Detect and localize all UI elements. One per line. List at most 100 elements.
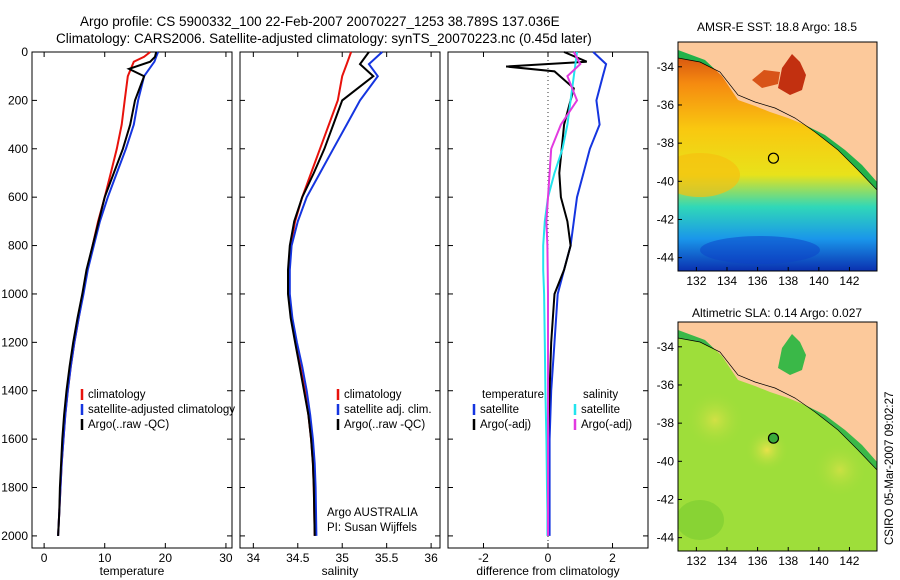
y-tick-label: 0 — [21, 45, 28, 59]
sst-cold-patch — [700, 236, 820, 264]
map-y-tick-label: -40 — [657, 174, 675, 188]
map-x-tick-label: 142 — [839, 274, 859, 288]
sla-patch-b — [812, 442, 868, 498]
x-axis-label: salinity — [322, 564, 359, 578]
map-y-tick-label: -34 — [657, 340, 675, 354]
sst-map: AMSR-E SST: 18.8 Argo: 18.5 132 134 136 138… — [657, 20, 878, 288]
credit-agency: Argo AUSTRALIA — [327, 507, 418, 519]
map-x-tick-label: 138 — [778, 274, 798, 288]
legend-label: climatology — [88, 389, 146, 401]
header-line1: Argo profile: CS 5900332_100 22-Feb-2007… — [80, 14, 560, 29]
series-line-3 — [287, 51, 375, 536]
y-tick-label: 400 — [8, 142, 28, 156]
x-tick-label: 0 — [545, 551, 552, 565]
legend-label: salinity — [583, 389, 618, 401]
x-tick-label: 2 — [609, 551, 616, 565]
sla-land — [678, 322, 877, 462]
map-x-tick-label: 140 — [809, 554, 829, 568]
x-axis-label: difference from climatology — [476, 564, 619, 578]
sst-map-title: AMSR-E SST: 18.8 Argo: 18.5 — [697, 20, 857, 34]
sla-map-frame — [677, 321, 878, 552]
credit-side: CSIRO 05-Mar-2007 09:02:27 — [884, 392, 896, 545]
sla-float-marker — [767, 432, 780, 444]
y-tick-label: 200 — [8, 93, 28, 107]
credit-block: Argo AUSTRALIA PI: Susan Wijffels — [327, 507, 418, 534]
map-y-tick-label: -44 — [657, 531, 675, 545]
map-y-tick-label: -38 — [657, 416, 675, 430]
map-y-tick-label: -36 — [657, 378, 675, 392]
header-line2: Climatology: CARS2006. Satellite-adjuste… — [56, 31, 592, 46]
map-x-tick-label: 136 — [748, 554, 768, 568]
sla-map-title: Altimetric SLA: 0.14 Argo: 0.027 — [692, 306, 862, 320]
map-x-tick-label: 142 — [839, 554, 859, 568]
legend-label: satellite adj. clim. — [344, 404, 432, 416]
y-tick-label: 600 — [8, 190, 28, 204]
x-tick-label: 34.5 — [286, 551, 310, 565]
sla-patch-a — [685, 390, 745, 450]
x-tick-label: 35.5 — [375, 551, 399, 565]
sla-gulf — [778, 334, 806, 375]
map-y-tick-label: -36 — [657, 98, 675, 112]
map-x-tick-label: 136 — [748, 274, 768, 288]
sst-float-marker — [767, 152, 780, 164]
x-tick-label: 10 — [98, 551, 112, 565]
y-tick-label: 1200 — [1, 335, 28, 349]
x-tick-label: 20 — [159, 551, 173, 565]
profile-panels: 0 10 20 30temperature0200400600800100012001… — [1, 45, 649, 578]
panel-frame — [239, 51, 441, 549]
sst-shelf-contour — [678, 42, 877, 191]
sst-gulf-warm — [778, 54, 806, 95]
y-tick-label: 1800 — [1, 481, 28, 495]
sst-gulf-warm-2 — [752, 70, 780, 88]
legend-label: satellite — [581, 404, 620, 416]
map-y-tick-label: -34 — [657, 60, 675, 74]
y-tick-label: 800 — [8, 239, 28, 253]
sst-map-frame — [677, 41, 878, 272]
map-x-tick-label: 132 — [686, 554, 706, 568]
legend-label: satellite-adjusted climatology — [88, 404, 235, 416]
map-y-tick-label: -40 — [657, 454, 675, 468]
y-tick-label: 1600 — [1, 432, 28, 446]
sst-land — [678, 42, 877, 182]
series-line-4 — [545, 51, 582, 536]
map-x-tick-label: 134 — [717, 554, 737, 568]
profile-panel-2: 34 34.5 35 35.5 36 salinity climatology satelli… — [239, 51, 441, 578]
map-x-tick-label: 132 — [686, 274, 706, 288]
map-y-tick-label: -38 — [657, 136, 675, 150]
x-axis-label: temperature — [100, 564, 165, 578]
legend-label: satellite — [480, 404, 519, 416]
x-tick-label: 35 — [336, 551, 350, 565]
map-x-tick-label: 134 — [717, 274, 737, 288]
legend-label: Argo(..raw -QC) — [88, 419, 169, 431]
series-line-3 — [542, 51, 578, 536]
panel-frame — [31, 51, 233, 549]
legend-label: temperature — [482, 389, 544, 401]
y-tick-label: 1400 — [1, 384, 28, 398]
map-y-tick-label: -42 — [657, 212, 675, 226]
x-tick-label: 0 — [41, 551, 48, 565]
map-y-tick-label: -42 — [657, 492, 675, 506]
sla-map: Altimetric SLA: 0.14 Argo: 0.027 132 134 1… — [657, 306, 878, 568]
legend-label: Argo(-adj) — [581, 419, 632, 431]
sst-warm-patch — [678, 153, 740, 197]
y-tick-label: 2000 — [1, 529, 28, 543]
x-tick-label: -2 — [478, 551, 489, 565]
map-x-tick-label: 140 — [809, 274, 829, 288]
profile-panel-1: 0 10 20 30 temperature 0 200 400 600 800 1000 1200 1… — [1, 45, 235, 578]
x-tick-label: 30 — [219, 551, 233, 565]
legend-label: Argo(..raw -QC) — [344, 419, 425, 431]
map-y-tick-label: -44 — [657, 251, 675, 265]
x-tick-label: 36 — [424, 551, 438, 565]
sla-high-patch — [745, 428, 789, 472]
map-x-tick-label: 138 — [778, 554, 798, 568]
x-tick-label: 34 — [247, 551, 261, 565]
legend-label: climatology — [344, 389, 402, 401]
series-line-2 — [288, 51, 383, 536]
series-line-3 — [57, 51, 158, 536]
y-tick-label: 1000 — [1, 287, 28, 301]
sla-shelf-contour — [678, 322, 877, 471]
sla-low-patch — [678, 500, 724, 540]
credit-pi: PI: Susan Wijffels — [327, 522, 417, 534]
